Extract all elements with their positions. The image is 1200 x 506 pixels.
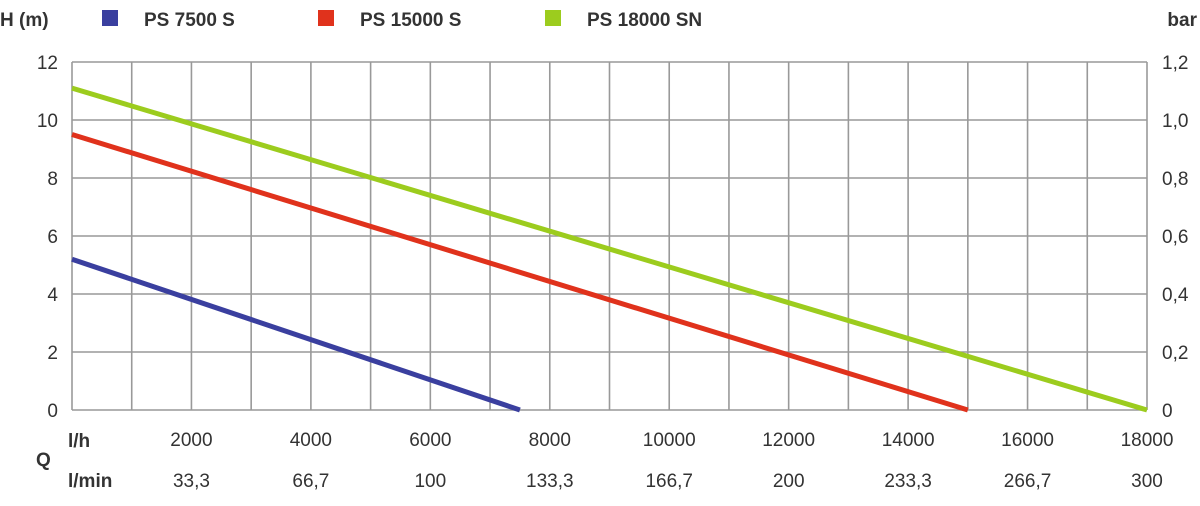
y-left-tick-label: 0 bbox=[47, 401, 58, 422]
x-secondary-tick-label: 133,3 bbox=[526, 471, 574, 492]
y-left-tick-label: 10 bbox=[37, 111, 58, 132]
y-right-tick-label: 0,2 bbox=[1162, 343, 1188, 364]
y-left-tick-label: 12 bbox=[37, 53, 58, 74]
legend: PS 7500 S PS 15000 S PS 18000 SN bbox=[102, 10, 702, 31]
y-axis-right-title: bar bbox=[1167, 10, 1197, 31]
x-tick-label: 14000 bbox=[882, 430, 935, 451]
series-line-1 bbox=[71, 256, 521, 413]
x-tick-label: 12000 bbox=[762, 430, 815, 451]
x-secondary-tick-label: 33,3 bbox=[173, 471, 210, 492]
x-axis-primary-unit: l/h bbox=[68, 431, 90, 452]
y-left-tick-label: 2 bbox=[47, 343, 58, 364]
x-tick-label: 4000 bbox=[290, 430, 332, 451]
x-secondary-tick-label: 66,7 bbox=[292, 471, 329, 492]
x-secondary-tick-label: 100 bbox=[414, 471, 446, 492]
x-secondary-tick-label: 266,7 bbox=[1004, 471, 1052, 492]
y-right-tick-label: 0,8 bbox=[1162, 169, 1188, 190]
x-secondary-tick-label: 300 bbox=[1131, 471, 1163, 492]
y-right-tick-label: 1,0 bbox=[1162, 111, 1188, 132]
tick-labels: 0 0 2 0,2 4 0,4 6 0,6 8 0,8 10 1,0 12 1,2 2000 33,3 4000… bbox=[37, 53, 1189, 492]
x-tick-label: 2000 bbox=[170, 430, 212, 451]
y-right-tick-label: 1,2 bbox=[1162, 53, 1188, 74]
y-right-tick-label: 0,6 bbox=[1162, 227, 1188, 248]
legend-label-2: PS 15000 S bbox=[360, 10, 461, 31]
series-lines bbox=[71, 85, 1148, 413]
y-left-tick-label: 6 bbox=[47, 227, 58, 248]
x-secondary-tick-label: 233,3 bbox=[884, 471, 932, 492]
series-line-3 bbox=[71, 85, 1148, 413]
y-axis-left-title: H (m) bbox=[0, 10, 49, 31]
x-tick-label: 18000 bbox=[1121, 430, 1174, 451]
grid bbox=[71, 61, 1148, 411]
legend-swatch-3 bbox=[545, 10, 561, 26]
x-tick-label: 6000 bbox=[409, 430, 451, 451]
legend-swatch-2 bbox=[318, 10, 334, 26]
legend-label-1: PS 7500 S bbox=[144, 10, 235, 31]
x-secondary-tick-label: 200 bbox=[773, 471, 805, 492]
x-axis-secondary-unit: l/min bbox=[68, 471, 112, 492]
y-left-tick-label: 8 bbox=[47, 169, 58, 190]
x-axis-q-label: Q bbox=[36, 450, 51, 471]
x-tick-label: 8000 bbox=[529, 430, 571, 451]
legend-swatch-1 bbox=[102, 10, 118, 26]
axes: H (m) bar l/h Q l/min bbox=[0, 10, 1198, 492]
y-right-tick-label: 0,4 bbox=[1162, 285, 1189, 306]
x-secondary-tick-label: 166,7 bbox=[645, 471, 693, 492]
x-tick-label: 16000 bbox=[1001, 430, 1054, 451]
y-right-tick-label: 0 bbox=[1162, 401, 1173, 422]
x-tick-label: 10000 bbox=[643, 430, 696, 451]
legend-label-3: PS 18000 SN bbox=[587, 10, 702, 31]
series-line-2 bbox=[71, 132, 969, 413]
y-left-tick-label: 4 bbox=[47, 285, 58, 306]
